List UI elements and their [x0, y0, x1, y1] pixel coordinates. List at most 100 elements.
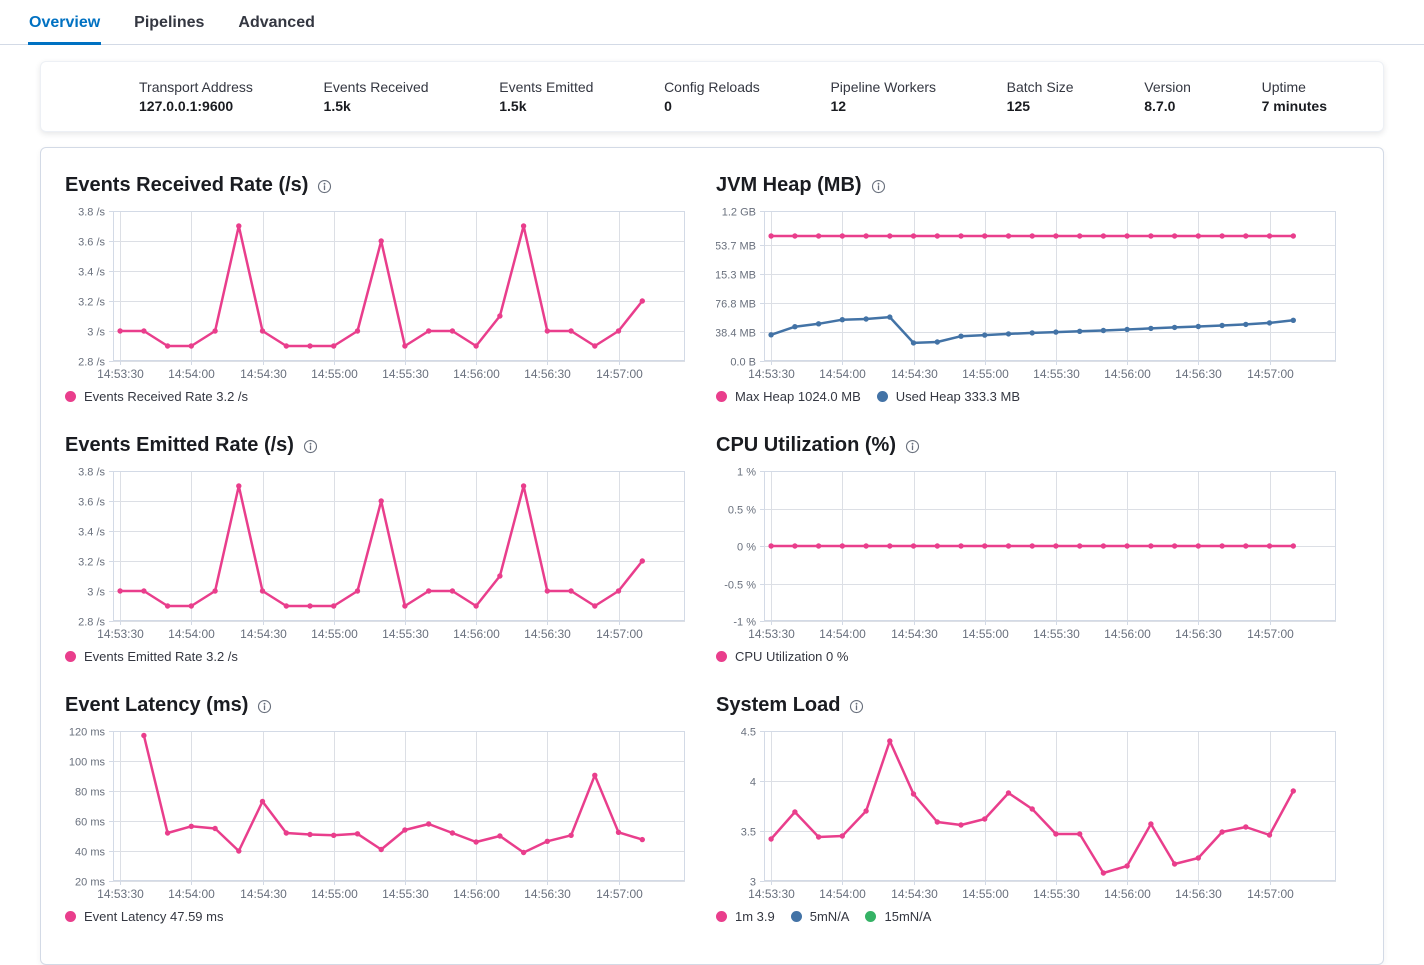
stat-label: Version [1144, 79, 1191, 95]
tab-pipelines[interactable]: Pipelines [134, 14, 205, 31]
stat-pipeline-workers: Pipeline Workers 12 [830, 79, 936, 114]
svg-text:20 ms: 20 ms [75, 877, 105, 889]
events-received-rate-chart: Events Received Rate (/s) 2.8 /s 3 /s 3.2 … [65, 173, 686, 404]
legend-item[interactable]: Events Received Rate 3.2 /s [65, 389, 248, 404]
svg-text:14:54:00: 14:54:00 [819, 367, 866, 381]
svg-text:14:54:00: 14:54:00 [168, 627, 215, 641]
series-events-received-rate [117, 223, 645, 349]
svg-text:14:55:00: 14:55:00 [962, 367, 1009, 381]
info-icon[interactable] [905, 439, 920, 454]
svg-text:14:53:30: 14:53:30 [748, 887, 795, 901]
chart-title: Events Emitted Rate (/s) [65, 434, 294, 456]
gridlines [113, 471, 685, 622]
stat-value: 1.5k [323, 98, 351, 114]
chart-title: JVM Heap (MB) [716, 174, 862, 196]
gridlines [113, 211, 685, 362]
legend-dot [716, 911, 727, 922]
axis-ticks [109, 211, 620, 365]
stat-label: Events Emitted [499, 79, 594, 95]
svg-text:14:53:30: 14:53:30 [748, 627, 795, 641]
stat-events-emitted: Events Emitted 1.5k [499, 79, 593, 114]
stat-batch-size: Batch Size 125 [1007, 79, 1074, 114]
legend-dot [790, 911, 802, 922]
y-axis-labels: 2.8 /s 3 /s 3.2 /s 3.4 /s 3.6 /s 3.8 /s [78, 207, 105, 369]
legend-item[interactable]: 15mN/A [865, 909, 931, 924]
tab-overview[interactable]: Overview [28, 0, 102, 45]
chart-legend: Events Emitted Rate 3.2 /s [65, 649, 686, 664]
svg-text:-1 %: -1 % [733, 617, 756, 629]
series-event-latency [141, 732, 645, 856]
legend-label: Event Latency 47.59 ms [84, 909, 224, 924]
info-icon[interactable] [317, 179, 332, 194]
info-icon[interactable] [257, 699, 272, 714]
plot-border [113, 471, 685, 621]
svg-text:14:54:00: 14:54:00 [168, 887, 215, 901]
legend-item[interactable]: CPU Utilization 0 % [716, 649, 848, 664]
series-cpu-utilization [768, 543, 1296, 549]
legend-item[interactable]: Used Heap 333.3 MB [876, 389, 1020, 404]
chart-title: System Load [716, 694, 841, 716]
tab-advanced[interactable]: Advanced [238, 14, 315, 31]
svg-text:0.0 B: 0.0 B [730, 357, 756, 369]
chart-canvas: 2.8 /s 3 /s 3.2 /s 3.4 /s 3.6 /s 3.8 /s 14:53:… [78, 467, 685, 641]
svg-text:14:54:00: 14:54:00 [819, 627, 866, 641]
svg-text:14:56:00: 14:56:00 [453, 887, 500, 901]
svg-text:14:55:00: 14:55:00 [311, 887, 358, 901]
legend-item[interactable]: Max Heap 1024.0 MB [716, 389, 861, 404]
svg-text:14:57:00: 14:57:00 [1247, 367, 1294, 381]
axis-ticks [760, 731, 1271, 885]
y-axis-labels: 20 ms 40 ms 60 ms 80 ms 100 ms 120 ms [69, 727, 106, 889]
chart-title-row: System Load [716, 693, 1337, 717]
legend-item[interactable]: 1m 3.9 [716, 909, 775, 924]
svg-text:14:56:30: 14:56:30 [1175, 887, 1222, 901]
info-icon[interactable] [849, 699, 864, 714]
stat-label: Transport Address [139, 79, 253, 95]
x-axis-labels: 14:53:30 14:54:00 14:54:30 14:55:00 14:55:30… [748, 887, 1294, 901]
svg-text:14:57:00: 14:57:00 [1247, 627, 1294, 641]
stat-label: Config Reloads [664, 79, 760, 95]
legend-label: CPU Utilization 0 % [735, 649, 849, 664]
svg-text:14:57:00: 14:57:00 [1247, 887, 1294, 901]
svg-text:3.5: 3.5 [741, 827, 756, 839]
y-axis-labels: -1 % -0.5 % 0 % 0.5 % 1 % [724, 467, 756, 629]
legend-dot [716, 651, 727, 662]
svg-text:14:56:00: 14:56:00 [453, 367, 500, 381]
stat-value: 1.5k [499, 98, 527, 114]
tab-bar: Overview Pipelines Advanced [0, 0, 1424, 45]
legend-item[interactable]: Events Emitted Rate 3.2 /s [65, 649, 238, 664]
svg-text:14:55:30: 14:55:30 [382, 887, 429, 901]
charts-panel: Events Received Rate (/s) 2.8 /s 3 /s 3.2 … [40, 147, 1384, 965]
svg-text:14:54:00: 14:54:00 [168, 367, 215, 381]
x-axis-labels: 14:53:30 14:54:00 14:54:30 14:55:00 14:55:30… [97, 367, 643, 381]
legend-dot [65, 911, 76, 922]
svg-text:3 /s: 3 /s [87, 327, 105, 339]
svg-text:2.8 /s: 2.8 /s [78, 357, 105, 369]
svg-text:14:54:30: 14:54:30 [891, 367, 938, 381]
svg-text:14:56:30: 14:56:30 [524, 367, 571, 381]
x-axis-labels: 14:53:30 14:54:00 14:54:30 14:55:00 14:55:30… [97, 627, 643, 641]
stat-value: 127.0.0.1:9600 [139, 98, 234, 114]
chart-title-row: JVM Heap (MB) [716, 173, 1337, 197]
info-icon[interactable] [303, 439, 318, 454]
chart-canvas: 2.8 /s 3 /s 3.2 /s 3.4 /s 3.6 /s 3.8 /s 14:53:… [78, 207, 685, 381]
legend-item[interactable]: Event Latency 47.59 ms [65, 909, 223, 924]
legend-label: 5mN/A [809, 909, 850, 924]
chart-title-row: Event Latency (ms) [65, 693, 686, 717]
plot-border [764, 731, 1336, 881]
series-max-heap [768, 233, 1296, 239]
stat-label: Uptime [1261, 79, 1306, 95]
legend-item[interactable]: 5mN/A [790, 909, 850, 924]
axis-ticks [760, 471, 1271, 625]
chart-title: Events Received Rate (/s) [65, 174, 309, 196]
svg-text:953.7 MB: 953.7 MB [716, 241, 756, 253]
svg-text:1 %: 1 % [737, 467, 756, 479]
svg-text:60 ms: 60 ms [75, 817, 105, 829]
svg-text:14:55:30: 14:55:30 [382, 367, 429, 381]
info-icon[interactable] [871, 179, 886, 194]
svg-text:3.8 /s: 3.8 /s [78, 207, 105, 219]
svg-text:14:54:30: 14:54:30 [891, 627, 938, 641]
svg-text:3.2 /s: 3.2 /s [78, 297, 105, 309]
series-events-emitted-rate [117, 483, 645, 609]
chart-canvas: -1 %-0.5 %0 %0.5 %1 %14:53:30 14:54:00 14:… [724, 467, 1336, 641]
